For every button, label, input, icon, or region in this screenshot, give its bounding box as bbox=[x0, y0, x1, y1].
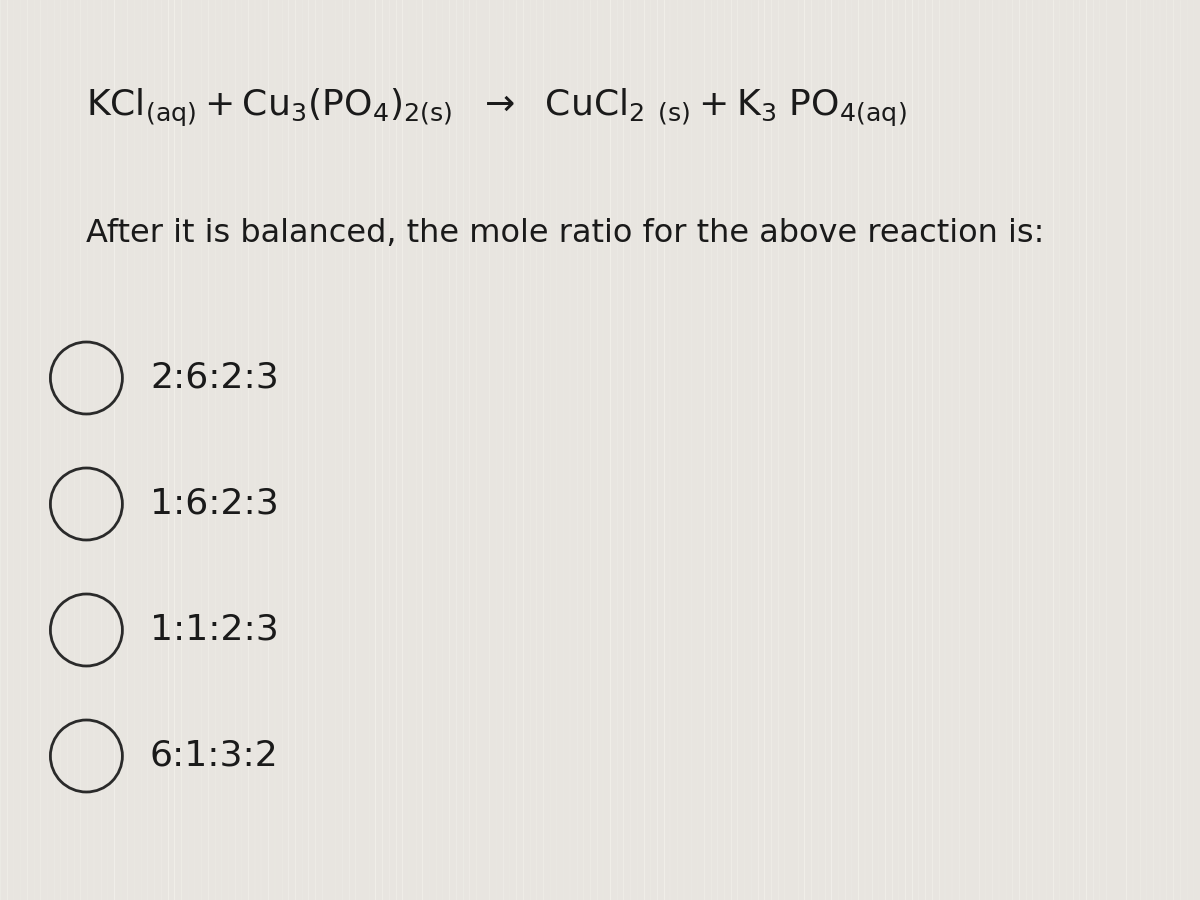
Text: 1:6:2:3: 1:6:2:3 bbox=[150, 487, 278, 521]
Text: 1:1:2:3: 1:1:2:3 bbox=[150, 613, 278, 647]
Text: $\mathrm{KCl_{(aq)} + Cu_3(PO_4)_{2(s)}\ \ \rightarrow\ \ CuCl_2\ _{(s)} + K_3\ : $\mathrm{KCl_{(aq)} + Cu_3(PO_4)_{2(s)}\… bbox=[86, 87, 907, 129]
Text: 6:1:3:2: 6:1:3:2 bbox=[150, 739, 278, 773]
Text: 2:6:2:3: 2:6:2:3 bbox=[150, 361, 278, 395]
Text: After it is balanced, the mole ratio for the above reaction is:: After it is balanced, the mole ratio for… bbox=[86, 219, 1045, 249]
